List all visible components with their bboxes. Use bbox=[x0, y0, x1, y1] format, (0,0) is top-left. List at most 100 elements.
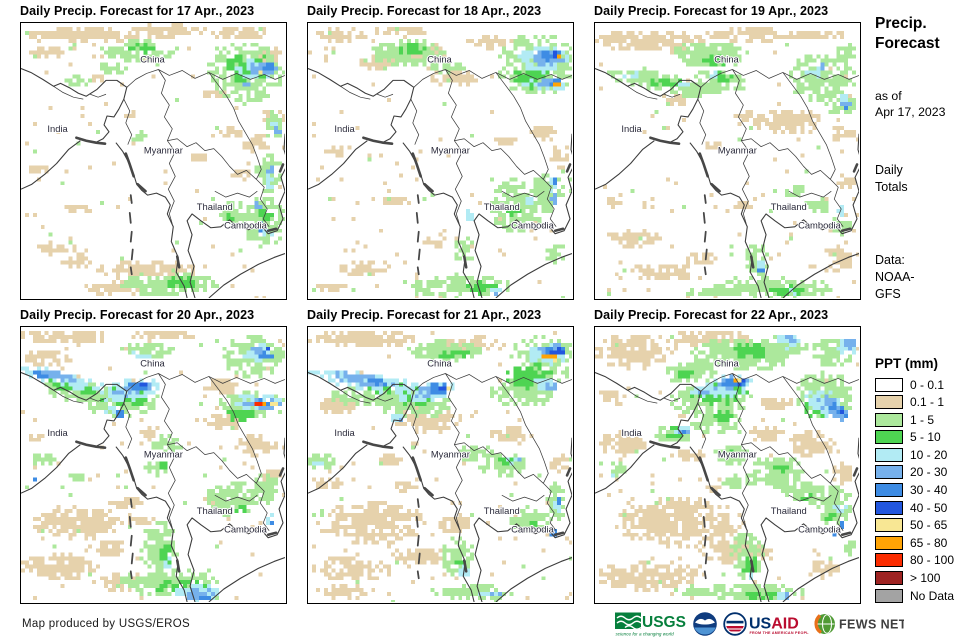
data-source-line2: NOAA- bbox=[875, 270, 915, 284]
map-frame: China India Myanmar Thailand Cambodia bbox=[20, 22, 287, 300]
legend-label: 80 - 100 bbox=[910, 553, 955, 568]
country-label-india: India bbox=[621, 427, 642, 438]
country-label-myanmar: Myanmar bbox=[718, 449, 757, 460]
legend-swatch bbox=[875, 377, 903, 392]
country-label-india: India bbox=[334, 123, 355, 134]
fewsnet-wordmark: FEWS NET bbox=[839, 617, 904, 631]
country-label-thailand: Thailand bbox=[484, 201, 520, 212]
country-label-thailand: Thailand bbox=[771, 201, 807, 212]
legend-swatch bbox=[875, 553, 903, 568]
data-source-line1: Data: bbox=[875, 253, 905, 267]
fewsnet-logo: FEWS NET bbox=[814, 613, 904, 634]
forecast-panel: Daily Precip. Forecast for 18 Apr., 2023… bbox=[307, 2, 574, 300]
data-source-block: Data: NOAA- GFS bbox=[875, 252, 915, 303]
country-label-cambodia: Cambodia bbox=[511, 220, 555, 231]
country-label-cambodia: Cambodia bbox=[511, 524, 555, 535]
legend-label: 5 - 10 bbox=[910, 430, 941, 445]
legend-swatch bbox=[875, 465, 903, 480]
country-label-thailand: Thailand bbox=[484, 505, 520, 516]
legend: 0 - 0.1 0.1 - 1 1 - 5 5 - 10 10 - 20 20 - 30 3… bbox=[875, 377, 955, 607]
country-label-myanmar: Myanmar bbox=[144, 145, 183, 156]
legend-swatch bbox=[875, 447, 903, 462]
precip-map: China India Myanmar Thailand Cambodia bbox=[595, 26, 860, 299]
as-of-label: as of bbox=[875, 89, 902, 103]
usaid-tagline: FROM THE AMERICAN PEOPLE bbox=[750, 631, 810, 635]
map-frame: China India Myanmar Thailand Cambodia bbox=[307, 326, 574, 604]
country-label-myanmar: Myanmar bbox=[431, 145, 470, 156]
country-label-india: India bbox=[47, 123, 68, 134]
legend-label: 30 - 40 bbox=[910, 483, 948, 498]
panel-title: Daily Precip. Forecast for 17 Apr., 2023 bbox=[20, 4, 255, 18]
legend-label: > 100 bbox=[910, 571, 941, 586]
map-credit: Map produced by USGS/EROS bbox=[22, 618, 190, 630]
legend-label: 50 - 65 bbox=[910, 518, 948, 533]
map-frame: China India Myanmar Thailand Cambodia bbox=[307, 22, 574, 300]
precip-map: China India Myanmar Thailand Cambodia bbox=[308, 26, 573, 299]
legend-swatch bbox=[875, 430, 903, 445]
legend-item: 65 - 80 bbox=[875, 535, 954, 550]
daily-totals-line2: Totals bbox=[875, 180, 908, 194]
map-frame: China India Myanmar Thailand Cambodia bbox=[594, 22, 861, 300]
legend-label: No Data bbox=[910, 588, 955, 603]
legend-label: 40 - 50 bbox=[910, 500, 948, 515]
legend-swatch bbox=[875, 483, 903, 498]
usgs-tagline: science for a changing world bbox=[616, 631, 675, 636]
sidebar: Precip. Forecast as of Apr 17, 2023 Dail… bbox=[875, 0, 967, 639]
legend-item: 80 - 100 bbox=[875, 553, 955, 568]
as-of-date: Apr 17, 2023 bbox=[875, 105, 946, 119]
legend-label: 65 - 80 bbox=[910, 535, 948, 550]
sidebar-title: Precip. Forecast bbox=[875, 14, 940, 53]
panel-title: Daily Precip. Forecast for 18 Apr., 2023 bbox=[307, 4, 542, 18]
country-label-myanmar: Myanmar bbox=[718, 145, 757, 156]
map-frame: China India Myanmar Thailand Cambodia bbox=[20, 326, 287, 604]
panel-title: Daily Precip. Forecast for 19 Apr., 2023 bbox=[594, 4, 829, 18]
country-label-india: India bbox=[621, 123, 642, 134]
sidebar-title-line2: Forecast bbox=[875, 34, 940, 52]
sidebar-title-line1: Precip. bbox=[875, 15, 927, 32]
precip-map: China India Myanmar Thailand Cambodia bbox=[595, 330, 860, 603]
legend-item: 10 - 20 bbox=[875, 447, 954, 462]
legend-label: 1 - 5 bbox=[910, 412, 935, 427]
precip-map: China India Myanmar Thailand Cambodia bbox=[308, 330, 573, 603]
footer: Map produced by USGS/EROS USGS science f… bbox=[0, 608, 967, 639]
logo-strip: USGS science for a changing world USAID … bbox=[615, 610, 904, 637]
legend-swatch bbox=[875, 535, 903, 550]
panel-title: Daily Precip. Forecast for 21 Apr., 2023 bbox=[307, 308, 542, 322]
legend-swatch bbox=[875, 500, 903, 515]
legend-title: PPT (mm) bbox=[875, 356, 939, 371]
usgs-logo: USGS science for a changing world bbox=[615, 612, 686, 636]
noaa-logo bbox=[693, 611, 717, 636]
legend-item: > 100 bbox=[875, 571, 954, 586]
country-label-cambodia: Cambodia bbox=[798, 220, 842, 231]
legend-item: 1 - 5 bbox=[875, 412, 954, 427]
country-label-china: China bbox=[140, 358, 165, 369]
legend-label: 0 - 0.1 bbox=[910, 377, 945, 392]
usgs-wordmark: USGS bbox=[642, 614, 686, 631]
legend-item: 5 - 10 bbox=[875, 430, 954, 445]
legend-swatch bbox=[875, 412, 903, 427]
country-label-thailand: Thailand bbox=[197, 505, 233, 516]
forecast-panel: Daily Precip. Forecast for 20 Apr., 2023… bbox=[20, 306, 287, 604]
country-label-thailand: Thailand bbox=[771, 505, 807, 516]
legend-item: 0 - 0.1 bbox=[875, 377, 954, 392]
as-of-block: as of Apr 17, 2023 bbox=[875, 88, 945, 120]
legend-item: 50 - 65 bbox=[875, 518, 954, 533]
legend-item: 30 - 40 bbox=[875, 483, 954, 498]
country-label-india: India bbox=[47, 427, 68, 438]
panel-title: Daily Precip. Forecast for 22 Apr., 2023 bbox=[594, 308, 829, 322]
usaid-logo: USAID FROM THE AMERICAN PEOPLE bbox=[723, 611, 810, 636]
usaid-wordmark: USAID bbox=[749, 615, 799, 632]
country-label-china: China bbox=[427, 358, 452, 369]
country-label-india: India bbox=[334, 427, 355, 438]
legend-item: 40 - 50 bbox=[875, 500, 954, 515]
legend-item: No Data bbox=[875, 588, 955, 603]
legend-label: 20 - 30 bbox=[910, 465, 948, 480]
data-source-line3: GFS bbox=[875, 287, 901, 301]
panel-title: Daily Precip. Forecast for 20 Apr., 2023 bbox=[20, 308, 255, 322]
country-label-china: China bbox=[714, 54, 739, 65]
legend-swatch bbox=[875, 395, 903, 410]
daily-totals-block: Daily Totals bbox=[875, 162, 908, 196]
country-label-china: China bbox=[427, 54, 452, 65]
legend-item: 0.1 - 1 bbox=[875, 395, 954, 410]
forecast-panel: Daily Precip. Forecast for 21 Apr., 2023… bbox=[307, 306, 574, 604]
